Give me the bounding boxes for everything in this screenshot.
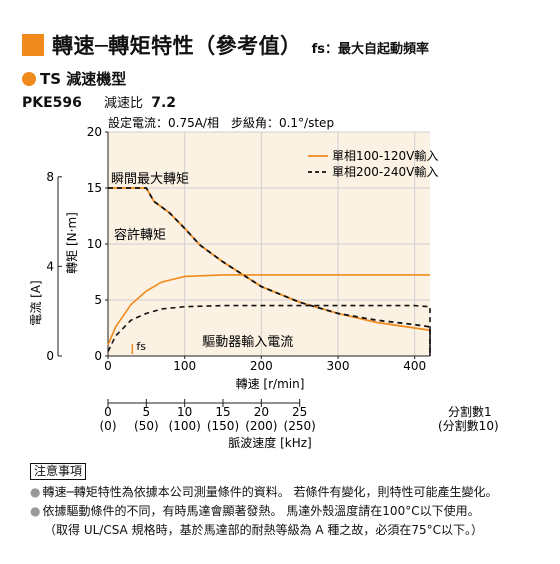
note-item: ● 依據驅動條件的不同，有時馬達會顯著發熱。 馬達外殼溫度請在100°C以下使用。 [30, 502, 498, 521]
note-bullet-icon: ● [30, 504, 41, 518]
pulse-tick-label: 15 [215, 405, 230, 419]
title-row: 轉速─轉矩特性（參考值） fs：最大自起動頻率 [22, 30, 429, 60]
ratio-value: 7.2 [151, 95, 177, 111]
model-code: PKE596 [22, 95, 82, 111]
note-text: 依據驅動條件的不同，有時馬達會顯著發熱。 馬達外殼溫度請在100°C以下使用。 [42, 504, 480, 518]
current-tick-label: 8 [46, 170, 54, 184]
y-tick-label: 15 [87, 181, 102, 195]
settings-text: 設定電流：0.75A/相 步級角：0.1°/step [108, 115, 334, 130]
title-square-icon [22, 34, 44, 56]
x-axis-label: 轉速 [r/min] [236, 377, 305, 391]
pulse-tick-label-sub: (50) [134, 419, 159, 433]
pulse-tick-label: 5 [143, 405, 151, 419]
pulse-tick-label-sub: (150) [207, 419, 239, 433]
x-tick-label: 400 [403, 359, 426, 373]
pulse-tick-label-sub: (100) [169, 419, 201, 433]
x-tick-label: 300 [327, 359, 350, 373]
ratio-label: 減速比 [104, 96, 144, 111]
pulse-tick-label: 25 [292, 405, 307, 419]
note-item: ● 轉速─轉矩特性為依據本公司測量條件的資料。 若條件有變化，則特性可能產生變化。 [30, 483, 498, 502]
torque-axis-label: 轉矩 [N·m] [65, 212, 79, 274]
x-tick-label: 0 [104, 359, 112, 373]
model-row: PKE596 減速比 7.2 [22, 92, 176, 111]
note-text: 轉速─轉矩特性為依據本公司測量條件的資料。 若條件有變化，則特性可能產生變化。 [42, 485, 498, 499]
current-curve-dashed [107, 304, 431, 356]
current-axis-label: 電流 [A] [29, 280, 43, 325]
pulse-division-label: 分割數1 [448, 404, 492, 419]
y-tick-label: 5 [94, 293, 102, 307]
torque-chart: 設定電流：0.75A/相 步級角：0.1°/step 0 100 200 300 400… [29, 115, 499, 450]
legend-label: 單相200-240V輸入 [332, 164, 438, 179]
y-tick-label: 0 [94, 349, 102, 363]
pulse-tick-label: 0 [104, 405, 112, 419]
bullet-dot-icon [22, 71, 36, 86]
current-tick-label: 0 [46, 349, 54, 363]
subtitle-row: TS 減速機型 [22, 68, 126, 89]
x-tick-label: 200 [250, 359, 273, 373]
pulse-tick-label: 10 [177, 405, 192, 419]
x-tick-label: 100 [173, 359, 196, 373]
legend-label: 單相100-120V輸入 [332, 148, 438, 163]
y-tick-label: 20 [87, 125, 102, 139]
pulse-tick-label-sub: (250) [284, 419, 316, 433]
subtitle: TS 減速機型 [40, 70, 127, 88]
current-curve-solid [107, 274, 430, 346]
annotation-fs: fs [136, 340, 146, 353]
notes-heading: 注意事項 [30, 463, 87, 480]
title-note: fs：最大自起動頻率 [311, 41, 430, 57]
note-sub: （取得 UL/CSA 規格時，基於馬達部的耐熱等級為 A 種之故，必須在75°C… [44, 523, 484, 537]
notes-section: 注意事項 ● 轉速─轉矩特性為依據本公司測量條件的資料。 若條件有變化，則特性可能… [30, 462, 498, 540]
pulse-tick-label: 20 [254, 405, 269, 419]
pulse-division-label-sub: (分割數10) [438, 418, 499, 433]
pulse-tick-label-sub: (0) [100, 419, 117, 433]
annotation-peak-torque: 瞬間最大轉矩 [111, 172, 189, 187]
pulse-tick-label-sub: (200) [245, 419, 277, 433]
annotation-input-current: 驅動器輸入電流 [202, 335, 293, 350]
page-title: 轉速─轉矩特性（參考值） [52, 34, 302, 58]
annotation-allowable-torque: 容許轉矩 [114, 227, 166, 243]
note-bullet-icon: ● [30, 485, 41, 499]
pulse-axis-label: 脈波速度 [kHz] [228, 435, 311, 450]
y-tick-label: 10 [87, 237, 102, 251]
current-tick-label: 4 [46, 259, 54, 273]
torque-curve-dashed [108, 187, 431, 356]
